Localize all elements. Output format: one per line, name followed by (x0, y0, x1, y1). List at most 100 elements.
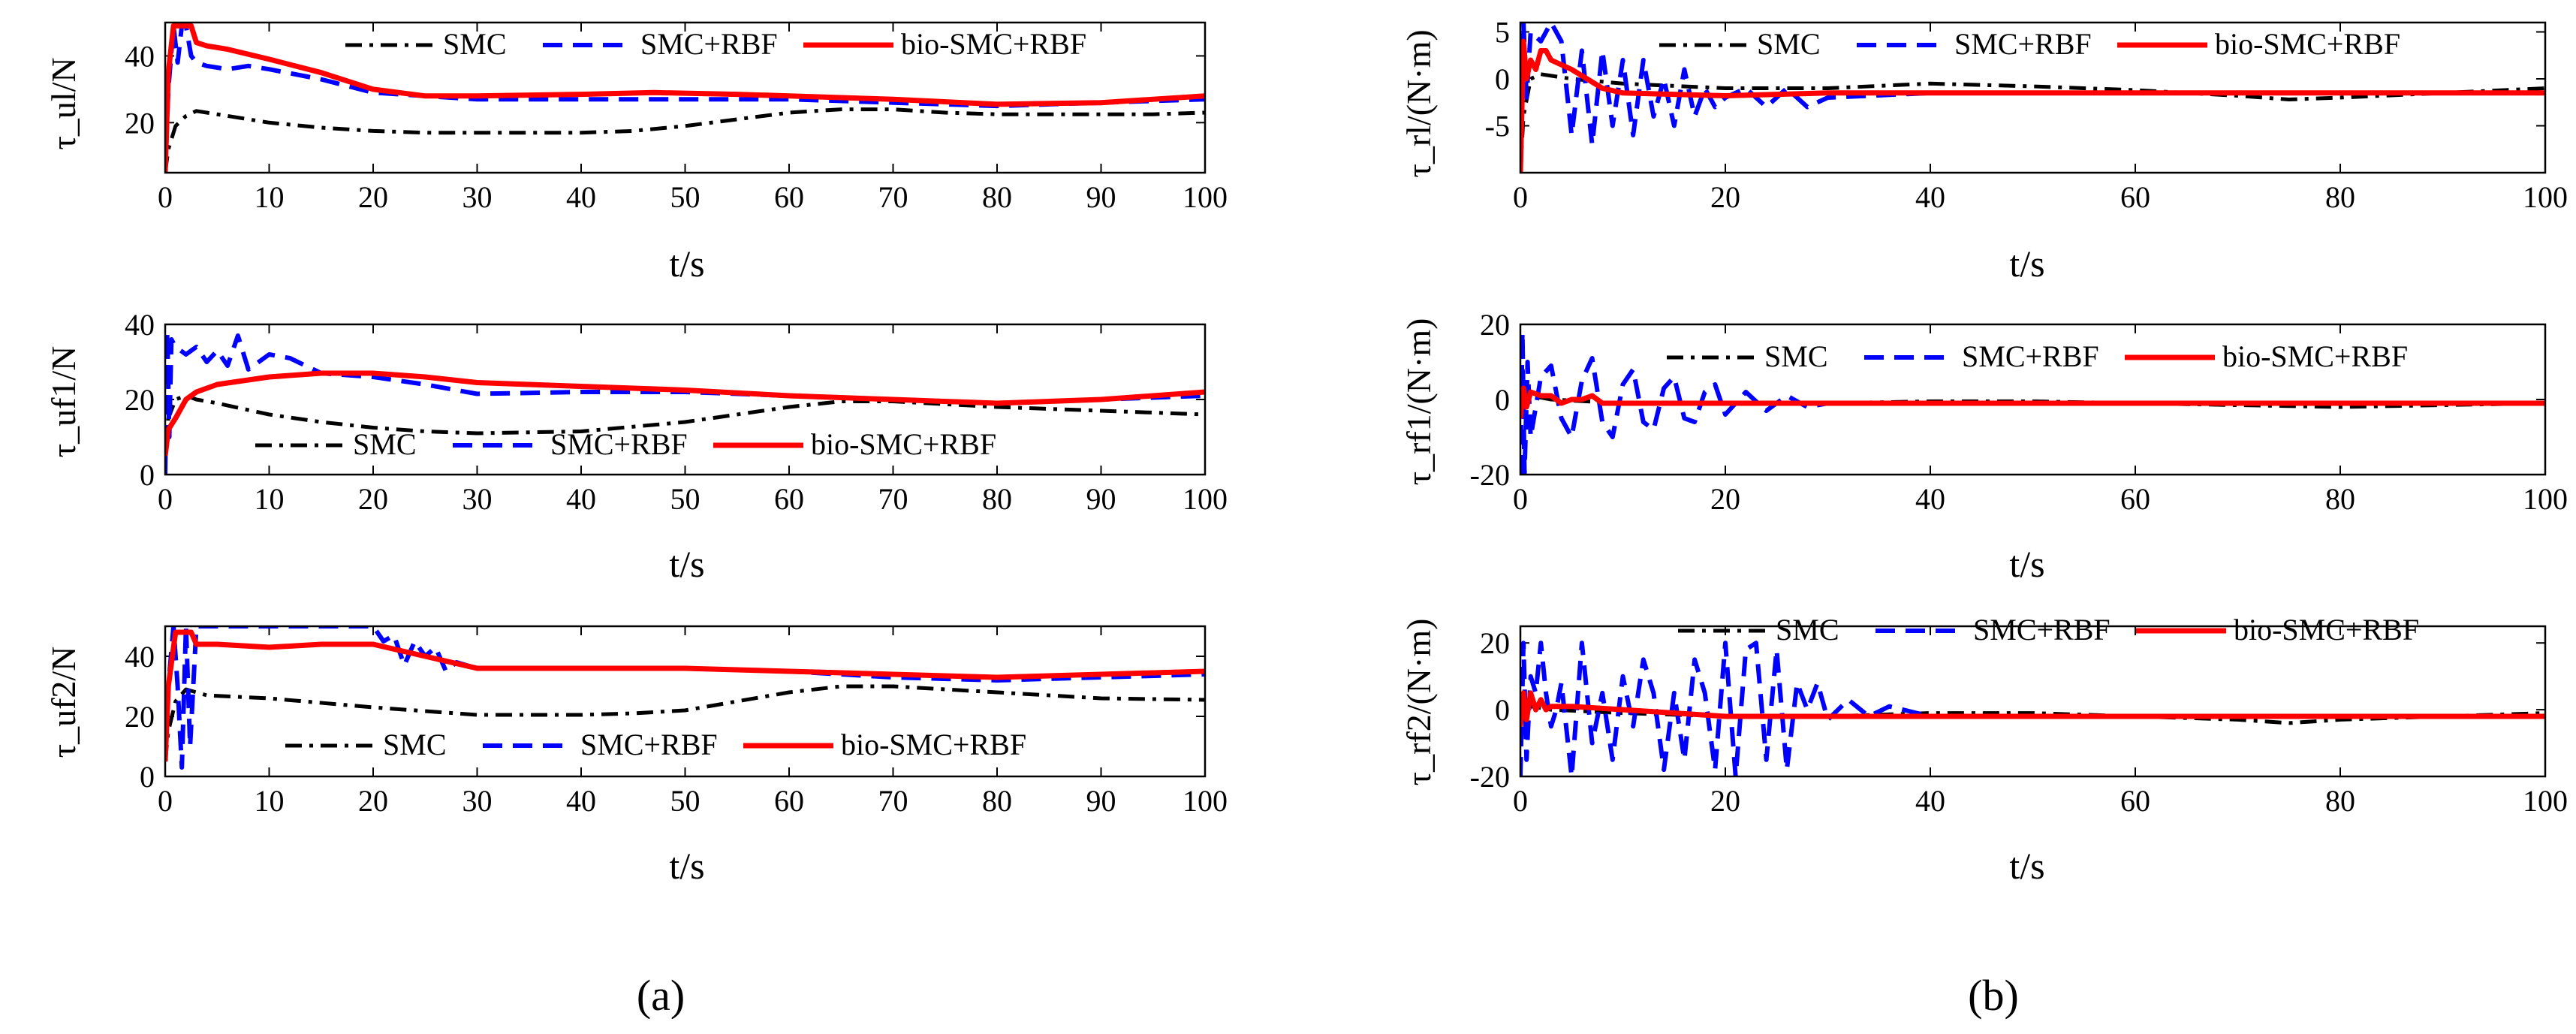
legend-label: SMC+RBF (640, 27, 778, 61)
legend-label: bio-SMC+RBF (2215, 27, 2400, 61)
panel-label-b: (b) (1968, 971, 2019, 1020)
plot-frame (1519, 625, 2547, 778)
legend-label: bio-SMC+RBF (811, 427, 996, 461)
x-tick-label: 70 (878, 482, 908, 516)
xlabel-tau-rf2: t/s (2009, 845, 2044, 887)
plot-frame (164, 323, 1207, 476)
x-tick-label: 80 (982, 180, 1012, 214)
x-tick-label: 100 (2523, 482, 2568, 516)
y-tick-label: -5 (1485, 110, 1510, 143)
y-tick-label: 20 (125, 700, 155, 734)
legend-label: bio-SMC+RBF (2222, 339, 2408, 373)
series-line-smc (1520, 393, 2545, 419)
y-tick-label: -20 (1470, 760, 1510, 794)
series-line-bio-smc-rbf (1520, 690, 2545, 727)
y-tick-label: 5 (1495, 16, 1510, 50)
legend-label: SMC (383, 728, 447, 761)
legend-label: bio-SMC+RBF (901, 27, 1086, 61)
x-tick-label: 50 (670, 784, 700, 818)
x-tick-label: 80 (982, 482, 1012, 516)
y-tick-label: 0 (1495, 693, 1510, 727)
series-line-smc (165, 107, 1205, 173)
x-tick-label: 20 (1710, 482, 1740, 516)
series-line-bio-smc-rbf (1520, 38, 2545, 173)
x-tick-label: 80 (982, 784, 1012, 818)
legend-label: SMC (1764, 339, 1828, 373)
legend-label: SMC+RBF (550, 427, 688, 461)
x-tick-label: 40 (566, 482, 596, 516)
x-tick-label: 0 (158, 482, 173, 516)
x-tick-label: 60 (2120, 482, 2150, 516)
x-tick-label: 10 (255, 784, 285, 818)
x-tick-label: 70 (878, 180, 908, 214)
x-tick-label: 100 (2523, 180, 2568, 214)
x-tick-label: 50 (670, 482, 700, 516)
xlabel-tau-rl: t/s (2009, 243, 2044, 285)
chart-tau-ul: 0 10 20 30 40 50 60 70 80 90 100 20 40 SMC SMC+RBF bio-… (125, 21, 1228, 214)
x-tick-label: 40 (566, 180, 596, 214)
series-line-smc-rbf (165, 23, 1205, 173)
legend-label: bio-SMC+RBF (2234, 613, 2419, 647)
x-tick-label: 0 (1513, 482, 1528, 516)
chart-tau-rl: 0 20 40 60 80 100 -5 0 5 SMC SMC+RBF bio-SMC+RBF (1485, 16, 2568, 215)
x-tick-label: 90 (1086, 180, 1116, 214)
x-tick-label: 90 (1086, 784, 1116, 818)
plot-frame (1519, 323, 2547, 476)
series-line-smc-rbf (1520, 641, 2545, 776)
series-line-bio-smc-rbf (165, 370, 1205, 457)
x-tick-label: 100 (2523, 784, 2568, 818)
x-tick-label: 70 (878, 784, 908, 818)
x-tick-label: 0 (1513, 784, 1528, 818)
x-tick-label: 60 (2120, 784, 2150, 818)
y-tick-label: 20 (125, 383, 155, 417)
x-tick-label: 0 (158, 180, 173, 214)
x-tick-label: 80 (2325, 180, 2355, 214)
xlabel-tau-ul: t/s (669, 243, 704, 285)
y-tick-label: 40 (125, 640, 155, 674)
chart-tau-uf2: 0 10 20 30 40 50 60 70 80 90 100 0 20 40 SMC SMC+RBF bio… (125, 625, 1228, 818)
x-tick-label: 20 (358, 482, 388, 516)
series-line-smc-rbf (1520, 23, 2545, 173)
xlabel-tau-rf1: t/s (2009, 543, 2044, 585)
legend-label: SMC (1776, 613, 1839, 647)
x-tick-label: 20 (1710, 180, 1740, 214)
x-tick-label: 80 (2325, 784, 2355, 818)
x-tick-label: 20 (358, 180, 388, 214)
x-tick-label: 40 (1915, 784, 1945, 818)
legend-label: SMC+RBF (580, 728, 718, 761)
ylabel-tau-ul: τ_ul/N (44, 57, 83, 149)
xlabel-tau-uf2: t/s (669, 845, 704, 887)
series-line-bio-smc-rbf (165, 629, 1205, 762)
legend-label: SMC+RBF (1962, 339, 2099, 373)
y-tick-label: 40 (125, 39, 155, 73)
x-tick-label: 100 (1183, 482, 1228, 516)
x-tick-label: 60 (774, 784, 804, 818)
y-tick-label: 20 (125, 106, 155, 140)
ylabel-tau-uf1: τ_uf1/N (44, 346, 83, 458)
x-tick-label: 100 (1183, 784, 1228, 818)
y-tick-label: 20 (1480, 626, 1510, 660)
y-tick-label: 0 (140, 760, 155, 794)
plot-frame (1519, 21, 2547, 174)
x-tick-label: 40 (1915, 180, 1945, 214)
x-tick-label: 60 (774, 180, 804, 214)
x-tick-label: 30 (462, 784, 493, 818)
x-tick-label: 30 (462, 482, 493, 516)
ylabel-tau-uf2: τ_uf2/N (44, 647, 83, 758)
series-line-bio-smc-rbf (165, 23, 1205, 173)
y-tick-label: 0 (140, 458, 155, 492)
series-line-bio-smc-rbf (1520, 385, 2545, 419)
x-tick-label: 90 (1086, 482, 1116, 516)
panel-label-a: (a) (637, 971, 685, 1020)
ylabel-tau-rl: τ_rl/(N·m) (1399, 29, 1438, 177)
y-tick-label: 0 (1495, 62, 1510, 96)
chart-tau-uf1: 0 10 20 30 40 50 60 70 80 90 100 0 20 40 SMC SMC+RBF bio… (125, 308, 1228, 516)
plot-frame (164, 625, 1207, 778)
x-tick-label: 0 (1513, 180, 1528, 214)
x-tick-label: 60 (774, 482, 804, 516)
x-tick-label: 20 (1710, 784, 1740, 818)
